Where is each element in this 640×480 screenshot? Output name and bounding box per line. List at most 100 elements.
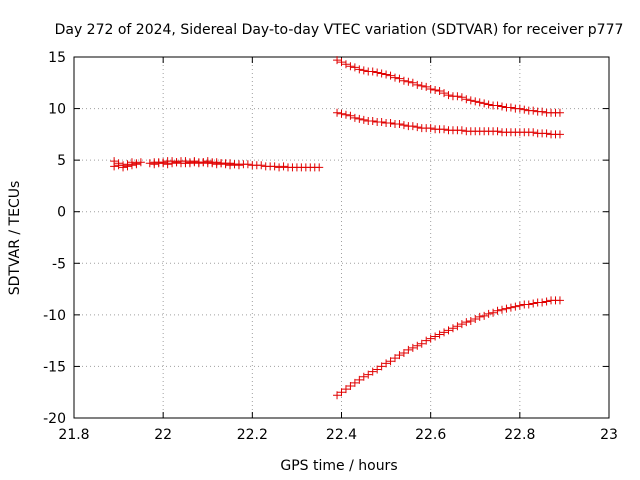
x-tick-label: 22.8 xyxy=(504,427,535,443)
x-tick-label: 23 xyxy=(600,427,618,443)
data-point xyxy=(448,324,457,333)
data-point xyxy=(159,159,168,168)
data-point xyxy=(435,87,444,96)
data-point xyxy=(493,306,502,315)
x-tick-label: 22.4 xyxy=(326,427,357,443)
data-point xyxy=(457,126,466,135)
data-point xyxy=(212,160,221,169)
data-point xyxy=(435,330,444,339)
data-points xyxy=(110,56,564,400)
data-point xyxy=(185,159,194,168)
data-point xyxy=(145,159,154,168)
data-point xyxy=(190,158,199,167)
data-point xyxy=(391,73,399,82)
data-point xyxy=(462,95,471,104)
data-point xyxy=(119,163,128,172)
data-point xyxy=(373,68,382,77)
data-point xyxy=(194,159,203,168)
data-point xyxy=(217,159,226,168)
data-point xyxy=(555,130,564,139)
data-point xyxy=(484,100,493,109)
data-point xyxy=(502,304,511,313)
data-point xyxy=(350,63,359,72)
data-point xyxy=(395,351,404,360)
y-tick-label: -10 xyxy=(43,308,66,324)
data-point xyxy=(413,341,422,350)
data-point xyxy=(431,86,440,95)
data-point xyxy=(399,76,408,85)
data-point xyxy=(114,161,123,170)
data-point xyxy=(243,160,252,169)
data-point xyxy=(373,365,382,374)
data-point xyxy=(399,349,408,358)
data-point xyxy=(377,69,386,78)
data-point xyxy=(364,370,373,379)
data-point xyxy=(493,127,502,136)
data-point xyxy=(408,78,417,87)
data-point xyxy=(221,160,230,169)
data-point xyxy=(453,322,462,331)
data-point xyxy=(346,62,355,71)
data-point xyxy=(422,82,431,91)
data-point xyxy=(333,56,342,65)
x-tick-label: 22 xyxy=(154,427,172,443)
data-point xyxy=(417,339,426,348)
data-point xyxy=(333,391,342,400)
data-point xyxy=(270,162,279,171)
data-point xyxy=(506,303,515,312)
data-point xyxy=(529,106,538,115)
data-point xyxy=(368,67,377,76)
data-point xyxy=(377,362,386,371)
data-point xyxy=(395,120,404,129)
data-point xyxy=(355,114,364,123)
data-point xyxy=(337,388,346,397)
data-point xyxy=(350,113,359,122)
data-point xyxy=(542,297,551,306)
plot-frame xyxy=(73,56,610,419)
data-point xyxy=(422,336,431,345)
data-point xyxy=(466,317,475,326)
series-track-6 xyxy=(333,108,564,139)
data-point xyxy=(341,60,350,69)
data-point xyxy=(453,92,462,101)
data-point xyxy=(230,160,239,169)
data-point xyxy=(132,160,141,169)
data-point xyxy=(359,372,368,381)
y-tick-label: -20 xyxy=(43,411,66,427)
data-point xyxy=(498,102,506,111)
data-point xyxy=(341,385,350,394)
data-point xyxy=(426,334,435,343)
data-point xyxy=(368,367,377,376)
series-track-5 xyxy=(333,56,564,117)
data-point xyxy=(426,84,435,93)
x-tick-label: 22.2 xyxy=(237,427,268,443)
data-point xyxy=(386,119,395,128)
data-point xyxy=(555,296,564,305)
data-point xyxy=(382,70,391,79)
data-point xyxy=(444,326,453,335)
data-point xyxy=(457,320,466,329)
data-point xyxy=(275,163,284,172)
x-tick-label: 22.6 xyxy=(415,427,446,443)
data-point xyxy=(350,378,359,387)
data-point xyxy=(163,160,172,169)
data-point xyxy=(346,382,355,391)
data-point xyxy=(257,161,266,170)
data-point xyxy=(515,104,524,113)
data-point xyxy=(466,96,475,105)
data-point xyxy=(399,121,408,130)
data-point xyxy=(413,80,422,89)
data-point xyxy=(368,116,377,125)
x-axis-label: GPS time / hours xyxy=(280,458,397,474)
data-point xyxy=(346,111,355,120)
y-tick-label: 10 xyxy=(48,102,66,118)
data-point xyxy=(341,110,350,119)
data-point xyxy=(391,354,399,363)
data-point xyxy=(515,301,524,310)
data-point xyxy=(382,359,391,368)
data-point xyxy=(471,97,480,106)
data-point xyxy=(413,123,422,132)
data-point xyxy=(355,65,364,74)
data-point xyxy=(377,117,386,126)
